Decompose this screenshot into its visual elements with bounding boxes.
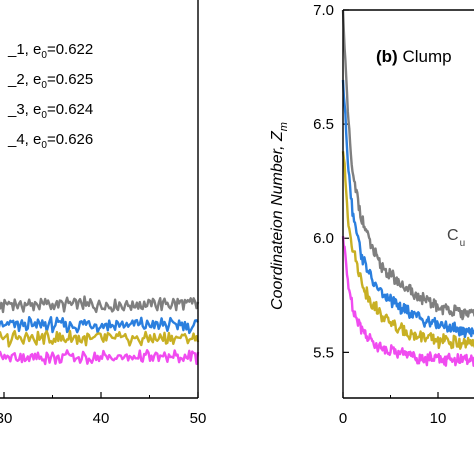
left-series-line	[0, 295, 200, 314]
right-panel: Coordinateion Number, Zm 5.5 6.0 6.5 7.0 0 1…	[269, 2, 474, 427]
left-x-tick-label: 50	[190, 410, 207, 427]
left-legend-entry: _4, e0=0.626	[7, 131, 93, 151]
right-x-ticks: 0 10	[339, 392, 447, 427]
right-y-ticks: 5.5 6.0 6.5 7.0	[313, 2, 349, 361]
left-x-tick-label: 40	[93, 410, 110, 427]
right-y-tick-label: 5.5	[313, 344, 334, 361]
left-plot-area: 30 40 50	[0, 0, 206, 427]
right-y-tick-label: 6.0	[313, 230, 334, 247]
left-legend: _1, e0=0.622 _2, e0=0.625 _3, e0=0.624 _…	[7, 41, 93, 151]
right-series-line	[341, 151, 474, 350]
right-x-tick-label: 10	[430, 410, 447, 427]
left-series-line	[0, 329, 200, 348]
right-series-line	[341, 9, 474, 321]
left-series-group	[0, 295, 200, 366]
right-series-group	[341, 9, 474, 368]
right-plot-area: 0 10	[339, 9, 474, 427]
left-legend-entry: _2, e0=0.625	[7, 71, 93, 91]
left-ticks: 30 40 50	[0, 392, 206, 427]
right-y-axis-label: Coordinateion Number, Zm	[269, 122, 290, 310]
left-series-line	[0, 349, 200, 366]
left-legend-entry: _1, e0=0.622	[7, 41, 93, 61]
left-legend-entry: _3, e0=0.624	[7, 101, 93, 121]
right-panel-title: (b) Clump	[376, 47, 452, 66]
right-x-tick-label: 0	[339, 410, 347, 427]
left-series-line	[0, 316, 199, 335]
right-series-line	[341, 236, 474, 368]
right-series-line	[341, 79, 474, 339]
right-y-tick-label: 7.0	[313, 2, 334, 19]
right-annotation-cu: Cu	[447, 227, 465, 249]
left-panel: 30 40 50 _1, e0=0.622 _2, e0=0.625 _3, e0=…	[0, 0, 206, 427]
left-x-tick-label: 30	[0, 410, 12, 427]
right-y-tick-label: 6.5	[313, 116, 334, 133]
